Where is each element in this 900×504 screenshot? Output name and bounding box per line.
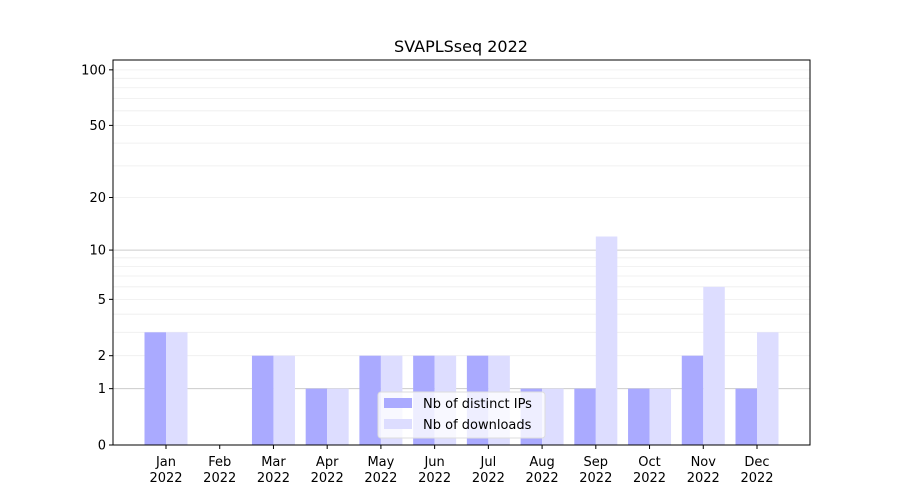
bar-distinct-ips bbox=[735, 388, 757, 445]
chart-title: SVAPLSseq 2022 bbox=[394, 37, 528, 56]
x-tick-label: Jul 2022 bbox=[472, 455, 505, 486]
legend-label: Nb of downloads bbox=[423, 418, 532, 433]
bar-downloads bbox=[166, 332, 188, 445]
bar-distinct-ips bbox=[681, 355, 704, 445]
bar-distinct-ips bbox=[359, 355, 381, 445]
y-tick-label: 2 bbox=[98, 349, 106, 364]
y-tick-label: 0 bbox=[98, 439, 106, 454]
y-tick-label: 5 bbox=[98, 293, 106, 308]
bar-distinct-ips bbox=[628, 388, 650, 445]
legend: Nb of distinct IPs Nb of downloads bbox=[377, 391, 546, 439]
y-tick-label: 50 bbox=[89, 119, 106, 134]
bar-downloads bbox=[757, 332, 779, 445]
bar-distinct-ips bbox=[144, 332, 166, 445]
x-tick-label: Dec 2022 bbox=[740, 455, 773, 486]
bar-downloads bbox=[327, 388, 349, 445]
bar-downloads bbox=[273, 355, 295, 445]
bar-distinct-ips bbox=[574, 388, 596, 445]
legend-label: Nb of distinct IPs bbox=[423, 397, 532, 412]
x-tick-label: Nov 2022 bbox=[687, 455, 720, 486]
x-tick-label: Jun 2022 bbox=[418, 455, 451, 486]
legend-swatch bbox=[384, 398, 412, 408]
y-tick-label: 1 bbox=[98, 382, 106, 397]
x-tick-label: May 2022 bbox=[364, 455, 397, 486]
bar-distinct-ips bbox=[305, 388, 328, 445]
x-tick-label: Sep 2022 bbox=[579, 455, 612, 486]
y-tick-label: 10 bbox=[89, 244, 106, 259]
bar-downloads bbox=[649, 388, 672, 445]
bar-downloads bbox=[595, 236, 618, 445]
legend-swatch bbox=[384, 419, 412, 429]
y-tick-label: 100 bbox=[81, 63, 106, 78]
x-tick-label: Feb 2022 bbox=[203, 455, 236, 486]
x-tick-label: Oct 2022 bbox=[633, 455, 666, 486]
x-tick-label: Aug 2022 bbox=[526, 455, 559, 486]
bar-distinct-ips bbox=[251, 355, 274, 445]
y-tick-label: 20 bbox=[89, 191, 106, 206]
x-tick-label: Jan 2022 bbox=[149, 455, 182, 486]
x-tick-label: Apr 2022 bbox=[311, 455, 344, 486]
bar-downloads bbox=[703, 286, 725, 445]
plot-frame bbox=[112, 59, 811, 446]
bar-downloads bbox=[542, 388, 564, 445]
x-tick-label: Mar 2022 bbox=[257, 455, 290, 486]
